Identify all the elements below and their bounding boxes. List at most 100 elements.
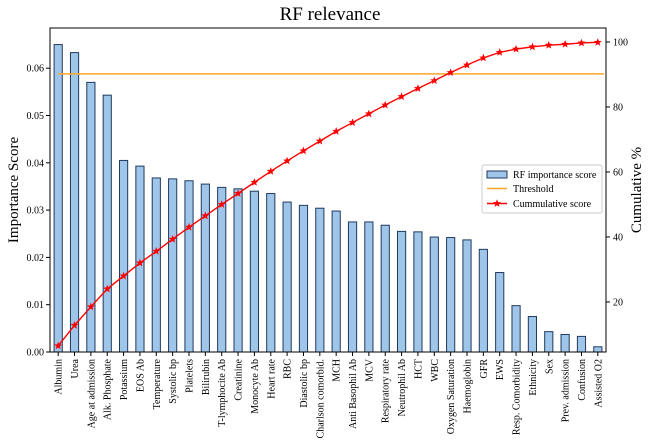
x-tick-label-29: Ethnicity	[528, 359, 539, 396]
x-tick-label-3: Alk. Phosphate	[103, 358, 114, 420]
x-tick-label-13: Heart rate	[266, 358, 277, 398]
y-tick-label-2: 0.02	[27, 253, 45, 264]
bar-0	[53, 44, 63, 353]
y-tick-label-4: 0.04	[27, 158, 45, 169]
cumulative-line	[57, 41, 598, 347]
x-tick-label-25: Haemoglobin	[463, 359, 474, 413]
bar-32	[576, 335, 587, 353]
bar-16	[315, 207, 325, 353]
x-tick-label-12: Monocyte Ab	[250, 359, 261, 414]
cumulative-series	[54, 38, 602, 350]
x-tick-label-14: RBC	[283, 359, 294, 379]
bar-4	[119, 159, 129, 353]
y2-tick-label-2: 60	[613, 167, 623, 178]
x-tick-label-23: WBC	[430, 359, 441, 382]
x-tick-label-1: Urea	[70, 358, 81, 378]
y-tick-label-6: 0.06	[27, 64, 45, 75]
cumulative-marker-33	[593, 38, 602, 46]
cumulative-marker-19	[364, 109, 373, 118]
x-tick-label-22: HCT	[413, 359, 424, 379]
bar-9	[200, 183, 210, 353]
bar-30	[544, 331, 554, 353]
y-tick-label-5: 0.05	[27, 111, 45, 122]
x-tick-label-0: Albumin	[54, 359, 65, 395]
x-tick-label-4: Potassium	[119, 359, 130, 400]
x-tick-label-20: Respiratory rate	[381, 358, 392, 423]
y-tick-label-3: 0.03	[27, 206, 45, 217]
bar-27	[495, 272, 505, 353]
bar-10	[217, 186, 227, 353]
bar-25	[462, 239, 472, 353]
cumulative-marker-9	[201, 211, 210, 220]
bar-21	[397, 230, 407, 353]
x-tick-label-5: EOS Ab	[135, 359, 146, 392]
legend-swatch-bar	[486, 170, 508, 179]
bar-14	[282, 201, 292, 353]
plot-frame	[49, 27, 607, 353]
bar-2	[86, 81, 96, 353]
cumulative-marker-6	[152, 247, 161, 255]
cumulative-marker-31	[561, 40, 570, 48]
cumulative-marker-22	[413, 84, 422, 92]
cumulative-marker-28	[512, 44, 521, 53]
bar-15	[298, 204, 309, 353]
bar-3	[102, 94, 112, 353]
legend-box	[481, 164, 603, 214]
x-tick-label-28: Resp. Comorbidity	[512, 359, 523, 435]
x-tick-label-31: Prev. admission	[561, 359, 572, 422]
x-tick-label-8: Platelets	[185, 359, 196, 393]
cumulative-marker-0	[54, 341, 63, 350]
x-tick-label-6: Temperature	[152, 358, 163, 409]
y-axis-label: Importance Score	[6, 137, 22, 244]
cumulative-marker-12	[250, 178, 259, 186]
cumulative-marker-1	[70, 321, 79, 329]
bar-20	[380, 224, 390, 353]
bar-28	[511, 305, 521, 353]
bar-22	[413, 231, 423, 353]
x-tick-label-32: Confusion	[577, 359, 588, 401]
cumulative-marker-18	[348, 118, 357, 126]
x-tick-label-19: MCV	[364, 358, 375, 382]
cumulative-marker-7	[168, 235, 177, 243]
axes: 0.00 0.01 0.02 0.03 0.04 0.05 0.06 20 40 60 80 100 A…	[27, 27, 628, 438]
bar-19	[364, 221, 374, 353]
cumulative-marker-2	[86, 302, 95, 311]
x-tick-label-33: Assisted O2	[593, 359, 604, 408]
x-tick-label-30: Sex	[544, 359, 555, 374]
x-tick-label-26: GFR	[479, 359, 490, 379]
cumulative-marker-4	[119, 271, 128, 280]
x-tick-label-16: Charlson comorbid.	[315, 359, 326, 438]
bar-33	[593, 346, 603, 353]
y-tick-label-1: 0.01	[27, 300, 45, 311]
x-tick-label-27: EWS	[495, 359, 506, 380]
x-tick-label-21: Neutrophil Ab	[397, 359, 408, 417]
cumulative-marker-21	[397, 92, 406, 100]
bar-6	[151, 177, 161, 353]
cumulative-marker-13	[266, 167, 275, 175]
y2-tick-label-4: 100	[613, 37, 628, 48]
legend-star-icon	[493, 199, 501, 207]
x-tick-label-15: Diastolic bp	[299, 359, 310, 408]
cumulative-marker-17	[332, 127, 341, 135]
cumulative-marker-25	[463, 60, 471, 69]
cumulative-marker-24	[446, 68, 455, 76]
cumulative-marker-14	[283, 156, 292, 165]
cumulative-marker-5	[135, 258, 144, 267]
legend-label-threshold: Threshold	[513, 184, 554, 195]
cumulative-marker-32	[577, 38, 586, 47]
chart-title: RF relevance	[280, 4, 381, 25]
bar-7	[168, 178, 178, 353]
y2-tick-label-1: 40	[613, 232, 623, 243]
cumulative-marker-20	[381, 100, 390, 109]
cumulative-marker-11	[234, 189, 243, 197]
bar-8	[184, 180, 194, 353]
x-tick-label-9: Bilirubin	[201, 359, 212, 395]
cumulative-marker-8	[185, 223, 193, 231]
cumulative-marker-3	[103, 284, 112, 293]
x-tick-label-11: Creatinine	[234, 358, 245, 400]
legend: RF importance score Threshold Cummulative …	[481, 164, 603, 214]
bar-12	[249, 190, 260, 353]
bar-18	[347, 221, 358, 353]
x-tick-label-2: Age at admission	[86, 359, 97, 428]
